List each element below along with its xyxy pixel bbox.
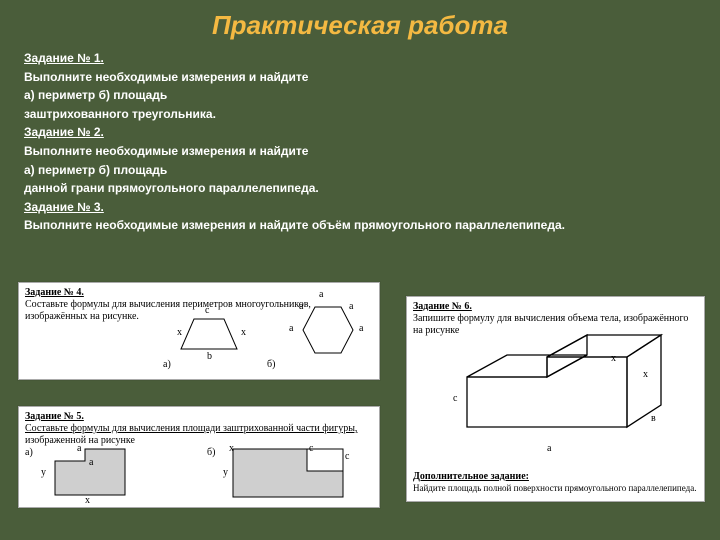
p5r-c: с (345, 451, 349, 463)
panel4-label-b: б) (267, 359, 275, 371)
task1-header: Задание № 1. (24, 51, 104, 65)
p5r-top: с (309, 443, 313, 455)
p5-right-figure (229, 445, 349, 501)
p5l-x: x (85, 495, 90, 507)
task2-line1: Выполните необходимые измерения и найдит… (24, 144, 308, 158)
panel5-text1: Составьте формулы для вычисления площади… (25, 423, 357, 434)
panel4-top-a: а (319, 289, 323, 301)
cuboid-b: в (651, 413, 656, 425)
cuboid-x2: x (643, 369, 648, 381)
task2-header: Задание № 2. (24, 125, 104, 139)
panel4-text2: изображённых на рисунке. (25, 311, 139, 322)
trap-right: x (241, 327, 246, 339)
panel-task5: Задание № 5. Составьте формулы для вычис… (18, 406, 380, 508)
tasks-text: Задание № 1. Выполните необходимые измер… (24, 49, 696, 235)
panel-task6: Задание № 6. Запишите формулу для вычисл… (406, 296, 705, 502)
panel5-header: Задание № 5. (25, 411, 84, 422)
panel6-header: Задание № 6. (413, 301, 472, 312)
panel6-extra-header: Дополнительное задание: (413, 471, 529, 482)
p5l-a2: а (89, 457, 93, 469)
trap-top: с (205, 305, 209, 317)
panel-task4: Задание № 4. Составьте формулы для вычис… (18, 282, 380, 380)
p5r-y: y (223, 467, 228, 479)
p5-right-label: б) (207, 447, 215, 459)
cuboid-c: с (453, 393, 457, 405)
hex-a1: а (299, 301, 303, 313)
trap-left: x (177, 327, 182, 339)
task1-line1: Выполните необходимые измерения и найдит… (24, 70, 308, 84)
p5l-y: y (41, 467, 46, 479)
hex-a2: а (349, 301, 353, 313)
cuboid-a: а (547, 443, 551, 455)
panel4-text1: Составьте формулы для вычисления перимет… (25, 299, 311, 310)
trap-bottom: b (207, 351, 212, 363)
cuboid-figure (447, 331, 667, 451)
cuboid-x1: x (611, 353, 616, 365)
hex-a4: а (359, 323, 363, 335)
task1-line2: a) периметр б) площадь (24, 88, 167, 102)
trapezoid-figure (179, 315, 249, 355)
panel6-extra-text: Найдите площадь полной поверхности прямо… (413, 483, 696, 493)
hex-a3: а (289, 323, 293, 335)
p5-left-figure (51, 445, 131, 501)
panel4-header: Задание № 4. (25, 287, 84, 298)
task3-header: Задание № 3. (24, 200, 104, 214)
page-title: Практическая работа (0, 0, 720, 41)
task1-line3: заштрихованного треугольника. (24, 107, 216, 121)
task2-line3: данной грани прямоугольного параллелепип… (24, 181, 319, 195)
task3-line1: Выполните необходимые измерения и найдит… (24, 218, 565, 232)
task2-line2: a) периметр б) площадь (24, 163, 167, 177)
p5l-a1: а (77, 443, 81, 455)
panel4-label-a: а) (163, 359, 171, 371)
p5-left-label: а) (25, 447, 33, 459)
p5r-x: x (229, 443, 234, 455)
